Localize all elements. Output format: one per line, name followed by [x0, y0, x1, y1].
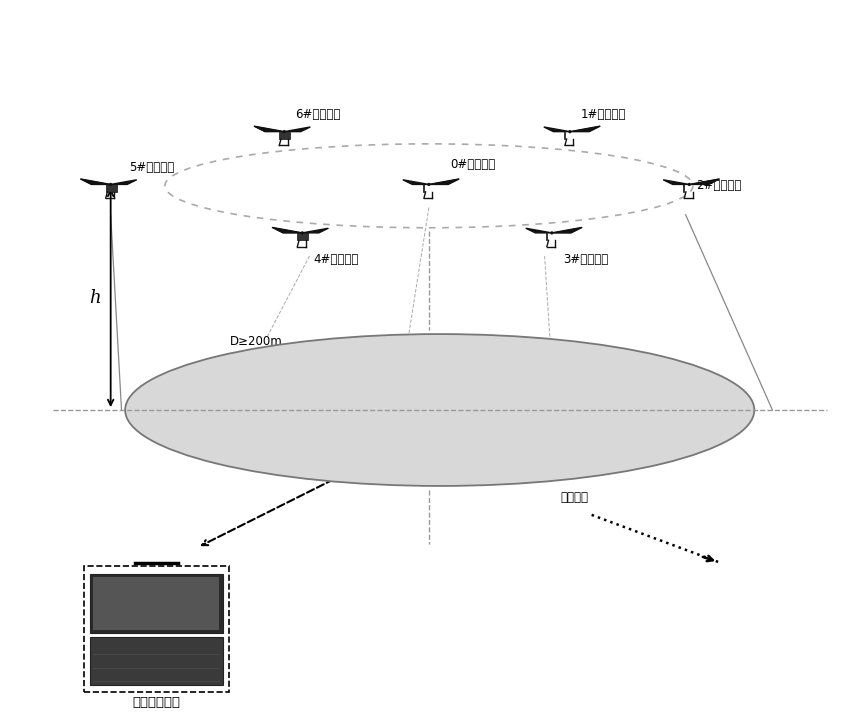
Text: 6#探测分机: 6#探测分机 — [295, 108, 341, 121]
Text: 1#探测分机: 1#探测分机 — [580, 108, 626, 121]
Polygon shape — [111, 180, 137, 184]
FancyBboxPatch shape — [93, 577, 219, 629]
Ellipse shape — [125, 334, 754, 486]
Polygon shape — [106, 184, 117, 192]
Polygon shape — [403, 180, 429, 184]
Polygon shape — [285, 127, 311, 131]
Text: D≥200m: D≥200m — [230, 335, 283, 348]
Text: 4#探测分机: 4#探测分机 — [313, 253, 359, 266]
Text: 规划航线: 规划航线 — [560, 491, 588, 504]
Polygon shape — [423, 184, 424, 192]
Polygon shape — [254, 126, 285, 131]
Polygon shape — [298, 233, 308, 240]
Polygon shape — [303, 228, 329, 233]
Polygon shape — [564, 131, 565, 139]
Text: 5#探测分机: 5#探测分机 — [129, 161, 174, 174]
FancyBboxPatch shape — [90, 574, 223, 633]
Polygon shape — [689, 179, 720, 184]
Text: 3#探测分机: 3#探测分机 — [562, 253, 608, 266]
Circle shape — [688, 183, 691, 186]
Polygon shape — [279, 131, 291, 139]
Polygon shape — [526, 228, 552, 233]
Circle shape — [301, 232, 304, 234]
Polygon shape — [272, 227, 303, 233]
Circle shape — [427, 183, 431, 186]
Bar — [90, 637, 223, 685]
Circle shape — [568, 130, 572, 134]
Polygon shape — [544, 127, 570, 131]
Text: r: r — [406, 391, 413, 405]
Text: 0#探测分机: 0#探测分机 — [451, 158, 496, 171]
Polygon shape — [552, 227, 582, 233]
Circle shape — [109, 183, 112, 186]
Polygon shape — [429, 179, 459, 184]
Circle shape — [283, 130, 286, 134]
Polygon shape — [546, 233, 547, 240]
Text: 2#探测分机: 2#探测分机 — [696, 179, 742, 192]
Polygon shape — [570, 126, 600, 131]
Circle shape — [550, 232, 554, 234]
Polygon shape — [80, 179, 111, 184]
Polygon shape — [663, 180, 689, 184]
Text: h: h — [89, 289, 100, 307]
Polygon shape — [683, 184, 684, 192]
Text: 探测控制主机: 探测控制主机 — [132, 696, 180, 709]
